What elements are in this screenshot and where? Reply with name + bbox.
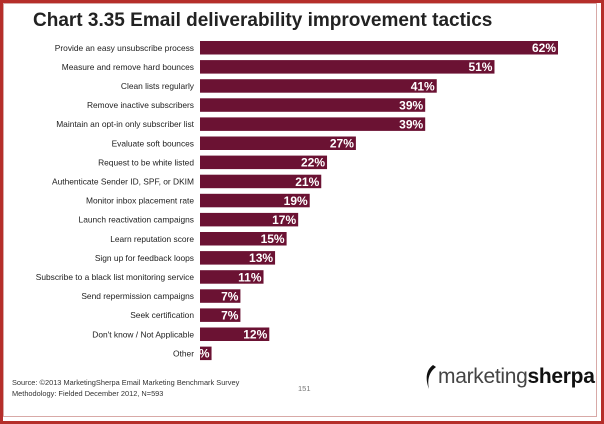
category-label: Subscribe to a black list monitoring ser… [36, 272, 195, 282]
bar [200, 308, 241, 322]
value-label: 27% [330, 137, 354, 151]
bar [200, 79, 437, 93]
category-label: Seek certification [130, 310, 194, 320]
methodology-text: Methodology: Fielded December 2012, N=59… [12, 389, 164, 398]
bar [200, 98, 426, 112]
chart-title: Chart 3.35 Email deliverability improvem… [33, 10, 493, 31]
value-label: 7% [221, 308, 239, 322]
logo-text-marketing: marketing [438, 365, 528, 388]
category-label: Don't know / Not Applicable [92, 329, 194, 339]
category-label: Monitor inbox placement rate [86, 196, 194, 206]
bar [200, 346, 212, 361]
category-label: Authenticate Sender ID, SPF, or DKIM [52, 176, 194, 186]
value-label: 19% [284, 194, 308, 208]
category-label: Send repermission campaigns [81, 291, 194, 301]
category-label: Provide an easy unsubscribe process [55, 43, 194, 53]
category-label: Maintain an opt-in only subscriber list [56, 119, 194, 129]
bar [200, 60, 495, 74]
inner-frame [3, 3, 597, 417]
bar [200, 155, 328, 170]
value-label: 11% [238, 270, 262, 284]
value-label: 22% [301, 156, 325, 170]
value-label: 2% [192, 347, 210, 361]
value-label: 13% [249, 251, 273, 265]
value-label: 12% [243, 328, 267, 342]
value-label: 17% [272, 213, 296, 227]
bar [200, 174, 322, 189]
bar [200, 232, 287, 246]
bar [200, 212, 299, 227]
logo-text-sherpa: sherpa [527, 365, 595, 388]
bar [200, 289, 241, 303]
value-label: 7% [221, 289, 239, 303]
source-note: Source: ©2013 MarketingSherpa Email Mark… [12, 377, 239, 399]
value-label: 39% [399, 117, 423, 131]
logo-wordmark: marketingsherpa [438, 365, 595, 389]
bar [200, 251, 276, 265]
marketingsherpa-logo: marketingsherpa [424, 364, 595, 390]
value-label: 15% [261, 232, 285, 246]
bar [200, 270, 264, 284]
value-label: 39% [399, 98, 423, 112]
bar [200, 117, 426, 131]
category-label: Other [173, 348, 194, 358]
category-label: Remove inactive subscribers [87, 100, 194, 110]
category-label: Measure and remove hard bounces [62, 62, 194, 72]
sherpa-swoosh-icon [426, 365, 436, 389]
value-label: 21% [295, 175, 319, 189]
bar [200, 41, 558, 55]
source-text: Source: ©2013 MarketingSherpa Email Mark… [12, 378, 240, 387]
value-label: 41% [411, 79, 435, 93]
page-number: 151 [298, 384, 311, 393]
bar [200, 136, 356, 150]
category-label: Evaluate soft bounces [112, 138, 194, 148]
value-label: 51% [468, 60, 492, 74]
category-label: Launch reactivation campaigns [79, 215, 194, 225]
value-label: 62% [532, 41, 556, 55]
bar [200, 193, 310, 208]
category-label: Clean lists regularly [121, 81, 195, 91]
category-label: Sign up for feedback loops [95, 253, 194, 263]
category-label: Request to be white listed [98, 157, 194, 167]
bar [200, 327, 270, 341]
category-label: Learn reputation score [110, 234, 194, 244]
